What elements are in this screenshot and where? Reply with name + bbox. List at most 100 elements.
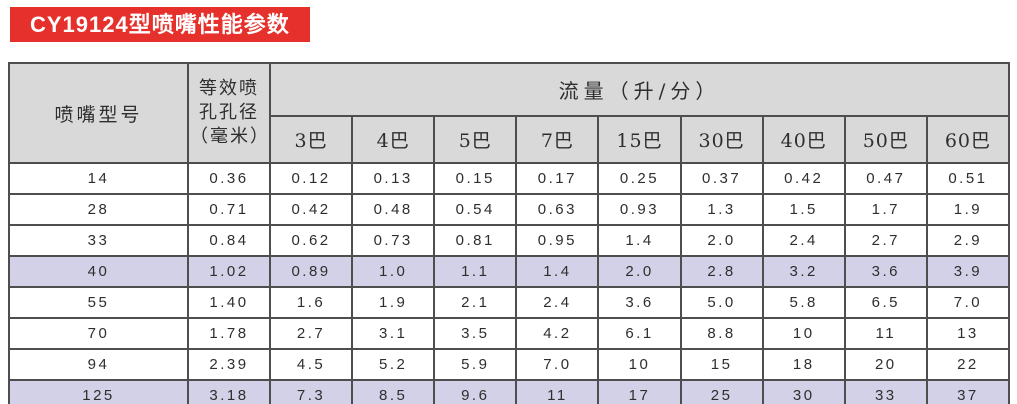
- flow-cell: 5.0: [679, 286, 764, 319]
- nozzle-performance-table: 喷嘴型号 等效喷 孔孔径 （毫米） 流量（升/分） 3巴 4巴 5巴 7巴 15巴 30巴…: [8, 62, 1011, 404]
- model-cell: 28: [8, 193, 189, 226]
- flow-cell: 2.4: [515, 286, 600, 319]
- column-header-pressure: 7巴: [515, 115, 600, 164]
- flow-cell: 3.1: [351, 317, 436, 350]
- column-header-pressure: 40巴: [761, 115, 846, 164]
- column-header-pressure: 30巴: [679, 115, 764, 164]
- flow-cell: 2.7: [843, 224, 928, 257]
- flow-cell: 1.4: [515, 255, 600, 288]
- column-header-flow: 流量（升/分）: [269, 62, 1010, 117]
- flow-cell: 1.9: [351, 286, 436, 319]
- column-header-model: 喷嘴型号: [8, 62, 189, 164]
- flow-cell: 1.5: [761, 193, 846, 226]
- flow-cell: 25: [679, 379, 764, 404]
- flow-cell: 0.42: [268, 193, 354, 226]
- table-row: 94 2.39 4.5 5.2 5.9 7.0 10 15 18 20 22: [8, 348, 1011, 381]
- diameter-cell: 1.40: [187, 286, 271, 319]
- flow-cell: 6.1: [597, 317, 682, 350]
- flow-cell: 0.93: [597, 193, 682, 226]
- flow-cell: 0.51: [925, 162, 1011, 195]
- flow-cell: 0.89: [268, 255, 354, 288]
- diameter-cell: 0.36: [187, 162, 271, 195]
- model-cell: 33: [8, 224, 189, 257]
- flow-cell: 0.13: [351, 162, 436, 195]
- flow-cell: 0.37: [679, 162, 764, 195]
- flow-cell: 2.0: [597, 255, 682, 288]
- diameter-cell: 0.84: [187, 224, 271, 257]
- flow-cell: 3.6: [843, 255, 928, 288]
- flow-cell: 0.63: [515, 193, 600, 226]
- flow-cell: 13: [925, 317, 1011, 350]
- flow-cell: 7.0: [925, 286, 1011, 319]
- table-row: 28 0.71 0.42 0.48 0.54 0.63 0.93 1.3 1.5 1.7 1.9: [8, 193, 1011, 226]
- flow-cell: 2.4: [761, 224, 846, 257]
- flow-cell: 6.5: [843, 286, 928, 319]
- flow-cell: 8.8: [679, 317, 764, 350]
- title-banner: CY19124型喷嘴性能参数: [10, 7, 310, 42]
- flow-cell: 0.15: [433, 162, 518, 195]
- flow-cell: 1.3: [679, 193, 764, 226]
- flow-cell: 3.2: [761, 255, 846, 288]
- flow-cell: 22: [925, 348, 1011, 381]
- flow-cell: 0.12: [268, 162, 354, 195]
- column-header-pressure: 4巴: [351, 115, 436, 164]
- diameter-cell: 0.71: [187, 193, 271, 226]
- flow-cell: 0.42: [761, 162, 846, 195]
- diameter-cell: 3.18: [187, 379, 271, 404]
- table-row: 40 1.02 0.89 1.0 1.1 1.4 2.0 2.8 3.2 3.6 3.9: [8, 255, 1011, 288]
- flow-cell: 20: [843, 348, 928, 381]
- flow-cell: 0.48: [351, 193, 436, 226]
- flow-header-row: 喷嘴型号 等效喷 孔孔径 （毫米） 流量（升/分）: [8, 62, 1010, 164]
- column-header-diameter: 等效喷 孔孔径 （毫米）: [187, 62, 271, 164]
- model-cell: 70: [8, 317, 189, 350]
- flow-cell: 0.95: [515, 224, 600, 257]
- flow-cell: 18: [761, 348, 846, 381]
- flow-cell: 0.73: [351, 224, 436, 257]
- table-row: 125 3.18 7.3 8.5 9.6 11 17 25 30 33 37: [8, 379, 1011, 404]
- table-row: 55 1.40 1.6 1.9 2.1 2.4 3.6 5.0 5.8 6.5 7.0: [8, 286, 1011, 319]
- flow-cell: 2.9: [925, 224, 1011, 257]
- flow-cell: 4.5: [268, 348, 354, 381]
- flow-cell: 15: [679, 348, 764, 381]
- flow-cell: 3.6: [597, 286, 682, 319]
- flow-cell: 1.1: [433, 255, 518, 288]
- column-header-pressure: 5巴: [433, 115, 518, 164]
- flow-cell: 0.54: [433, 193, 518, 226]
- flow-cell: 11: [843, 317, 928, 350]
- flow-cell: 0.17: [515, 162, 600, 195]
- diameter-cell: 2.39: [187, 348, 271, 381]
- flow-cell: 0.47: [843, 162, 928, 195]
- flow-cell: 4.2: [515, 317, 600, 350]
- flow-cell: 33: [843, 379, 928, 404]
- column-header-pressure: 15巴: [597, 115, 682, 164]
- flow-cell: 1.4: [597, 224, 682, 257]
- flow-cell: 8.5: [351, 379, 436, 404]
- flow-cell: 0.25: [597, 162, 682, 195]
- flow-cell: 0.62: [268, 224, 354, 257]
- flow-cell: 2.0: [679, 224, 764, 257]
- flow-cell: 7.0: [515, 348, 600, 381]
- model-cell: 40: [8, 255, 189, 288]
- flow-cell: 2.1: [433, 286, 518, 319]
- flow-cell: 1.9: [925, 193, 1011, 226]
- flow-cell: 1.0: [351, 255, 436, 288]
- table-body: 14 0.36 0.12 0.13 0.15 0.17 0.25 0.37 0.42 0.47 0.…: [8, 162, 1011, 404]
- flow-cell: 17: [597, 379, 682, 404]
- model-cell: 94: [8, 348, 189, 381]
- flow-cell: 7.3: [268, 379, 354, 404]
- flow-cell: 5.8: [761, 286, 846, 319]
- flow-cell: 2.7: [268, 317, 354, 350]
- flow-cell: 10: [761, 317, 846, 350]
- table-row: 33 0.84 0.62 0.73 0.81 0.95 1.4 2.0 2.4 2.7 2.9: [8, 224, 1011, 257]
- table-header: 喷嘴型号 等效喷 孔孔径 （毫米） 流量（升/分） 3巴 4巴 5巴 7巴 15巴 30巴…: [8, 62, 1011, 164]
- table-row: 14 0.36 0.12 0.13 0.15 0.17 0.25 0.37 0.42 0.47 0.…: [8, 162, 1011, 195]
- flow-cell: 0.81: [433, 224, 518, 257]
- column-header-pressure: 50巴: [843, 115, 928, 164]
- flow-cell: 1.6: [268, 286, 354, 319]
- page-title: CY19124型喷嘴性能参数: [30, 12, 290, 37]
- flow-cell: 5.2: [351, 348, 436, 381]
- model-cell: 14: [8, 162, 189, 195]
- diameter-cell: 1.02: [187, 255, 271, 288]
- flow-cell: 3.9: [925, 255, 1011, 288]
- flow-cell: 2.8: [679, 255, 764, 288]
